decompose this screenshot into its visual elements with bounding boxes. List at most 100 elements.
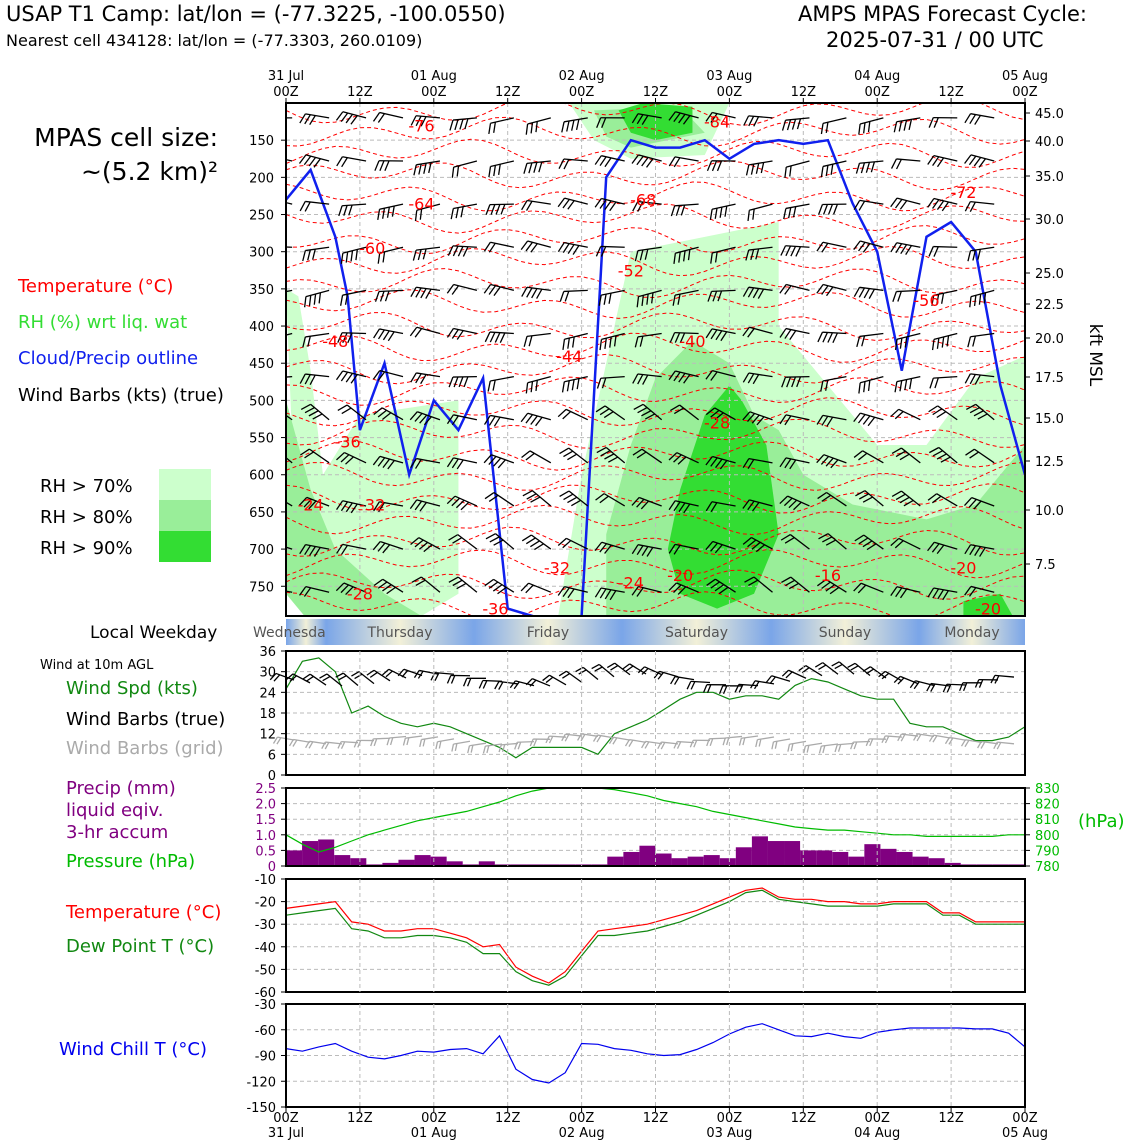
wind-barb-true-feather [381,668,390,676]
wind-barb-grid-feather [980,741,986,749]
wind-barb-feather [895,587,903,598]
wind-barb-staff [418,537,441,550]
wind-barb-true-feather [990,675,996,684]
wind-barb-feather [642,374,649,385]
wind-barb-feather [793,501,802,511]
wind-barb [928,405,958,421]
wind-barb-staff [711,501,736,507]
wind-barb-true-feather [322,675,331,682]
wind-barb-feather [378,502,385,513]
wind-barb-staff [712,455,736,464]
wind-barb-feather [604,544,612,554]
wind-barb [374,160,404,172]
wind-barb [286,405,293,421]
wind-barb-feather [675,205,681,216]
wind-barb-feather [489,332,496,343]
wind-barb-staff [343,582,367,593]
wind-barb-true [637,666,663,676]
wind-barb-grid-feather [644,741,650,749]
wind-barb-staff [822,331,847,335]
wind-barb [634,246,662,262]
wind-barb [561,375,588,393]
wind-barb-feather [535,380,538,391]
temperature-label: -60 [359,239,385,258]
temperature-label: -84 [704,113,730,132]
wind-barb [595,405,626,421]
wind-barb-staff [417,411,441,421]
wind-barb [890,242,921,255]
wind-barb-true-feather [753,681,760,690]
wind-barb-staff [531,490,552,507]
wind-barb-feather [820,123,824,135]
wind-barb-feather [932,588,940,599]
wind-barb-grid-feather [977,741,982,749]
wind-barb-grid-feather [960,739,966,747]
wind-barb [298,154,330,168]
wind-barb-feather [521,286,528,297]
date-label-top: 01 Aug [411,69,457,84]
wind-barb-staff [529,450,552,464]
wind-barb-feather [705,112,713,122]
wind-barb-true-staff [275,672,295,681]
wind-barb-true-staff [644,666,663,676]
wind-barb [559,490,589,507]
wind-barb-feather [670,205,676,217]
wind-barb-feather [753,116,760,127]
wind-barb-true-feather [909,680,916,689]
wind-barb-feather [313,293,317,305]
wind-barb-feather [710,371,718,381]
wind-barb-staff [305,332,330,338]
wind-barb-feather [342,332,348,344]
wind-barb-staff [603,493,626,507]
wind-barb-grid-staff [501,742,519,746]
wind-barb-feather [820,380,824,392]
wind-barb-staff [416,326,441,335]
wind-barb-feather [600,450,611,457]
wind-barb-feather [751,414,760,424]
wind-barb-feather [934,377,939,389]
temperature-tick-label: -30 [255,918,276,933]
wind-barb-feather [931,543,940,553]
wind-barb-feather [644,249,649,260]
time-label-bottom: 12Z [347,1111,373,1126]
wind-barb-feather [928,117,934,128]
wind-barb [409,499,441,512]
wind-barb-staff [859,286,884,292]
wind-barb-feather [863,381,866,393]
wind-speed-tick-label: 18 [259,707,276,722]
wind-barb-feather [641,546,649,556]
wind-barb-grid-feather [693,740,698,748]
wind-barb-grid-feather [340,741,346,749]
wind-barb-feather [742,326,750,337]
wind-barb-feather [890,586,898,596]
legend-temperature: Temperature (°C) [17,276,173,297]
wind-barb [286,155,293,162]
wind-barb-true-feather [818,664,827,671]
wind-barb-feather [673,253,677,264]
wind-barb-feather [786,376,792,388]
wind-barb-grid-feather [932,735,938,743]
wind-barb-staff [933,332,958,341]
wind-barb-feather [678,502,686,513]
wind-barb-feather [742,537,752,545]
wind-barb-grid-feather [853,741,858,750]
wind-barb-feather [890,408,900,418]
wind-barb-staff [637,113,662,119]
precip-bar [848,856,865,866]
wind-barb-true-staff [690,680,711,684]
wind-barb-true-staff [614,662,631,676]
weekday-label: Monday [944,625,999,641]
wind-barb-grid-feather [435,741,439,750]
wind-barb-grid-staff [773,738,791,743]
wind-barb-grid [960,739,983,748]
wind-barb-feather [867,380,871,391]
legend-precip: Precip (mm) [66,778,176,799]
wind-barb-feather [890,242,898,253]
wind-barb-feather [631,154,639,164]
wind-barb-feather [900,244,908,255]
wind-barb-staff [674,203,699,207]
wind-barb [521,199,551,211]
wind-barb-feather [904,379,908,391]
wind-barb [747,203,773,222]
wind-barb-staff [564,332,588,340]
